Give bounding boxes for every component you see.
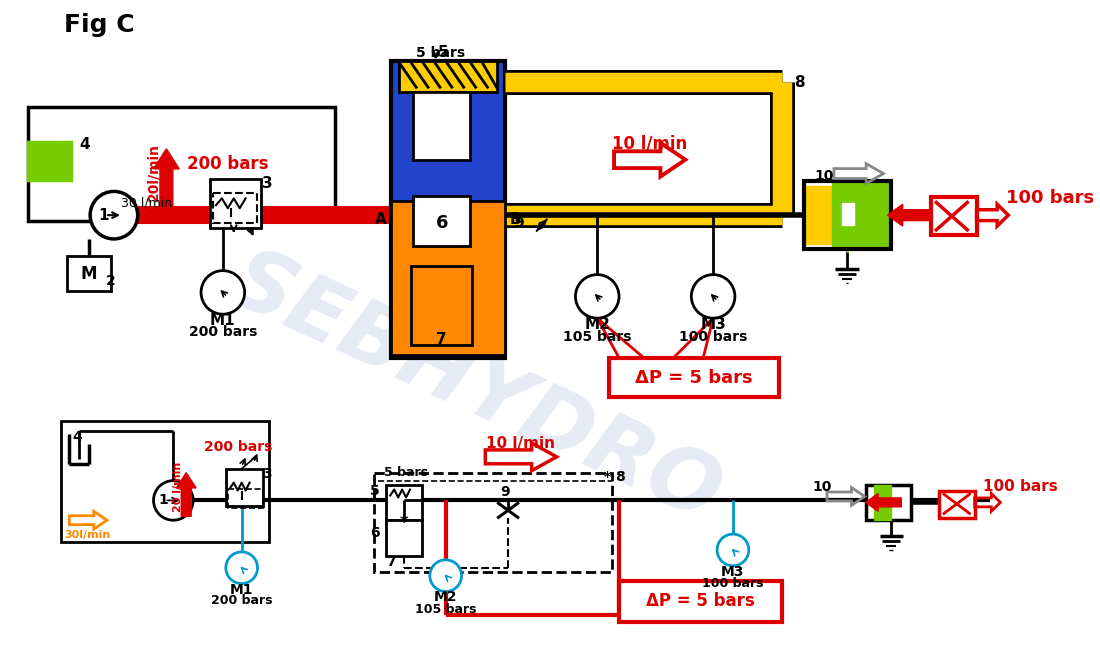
Bar (392, 60, 505, 358)
Text: 8: 8 (794, 75, 805, 90)
Text: ΔP = 5 bars: ΔP = 5 bars (646, 593, 755, 610)
Bar (873, 505, 891, 520)
Bar (411, 296, 472, 320)
Text: 200 bars: 200 bars (204, 440, 272, 454)
Polygon shape (888, 204, 931, 226)
Bar (873, 499, 891, 505)
Text: 6: 6 (436, 214, 448, 232)
Circle shape (201, 271, 244, 314)
Text: 1: 1 (99, 208, 109, 222)
Bar (931, 198, 977, 235)
Text: 3: 3 (263, 466, 272, 480)
Text: 30 l/min: 30 l/min (121, 197, 172, 210)
Bar (28, 108, 334, 221)
Bar (228, 489, 264, 508)
Bar (832, 181, 891, 249)
Text: 200 bars: 200 bars (189, 325, 257, 339)
Circle shape (90, 192, 138, 239)
Text: 10 l/min: 10 l/min (612, 135, 688, 153)
Bar (28, 142, 72, 179)
Bar (412, 92, 471, 160)
Text: 105 bars: 105 bars (563, 330, 631, 344)
Circle shape (154, 480, 194, 520)
Text: M2: M2 (584, 317, 610, 331)
Bar (374, 472, 612, 572)
Bar (421, 265, 462, 320)
Text: M1: M1 (210, 312, 235, 328)
Text: 30l/min: 30l/min (64, 530, 110, 540)
Text: *: * (399, 514, 408, 532)
Text: 4: 4 (79, 137, 90, 153)
Bar (804, 186, 834, 244)
Bar (939, 491, 975, 518)
Bar (62, 421, 270, 542)
Text: 5 bars: 5 bars (416, 46, 465, 60)
Bar (873, 485, 891, 499)
Circle shape (226, 552, 257, 583)
Bar (412, 196, 471, 246)
Text: 200 bars: 200 bars (211, 594, 273, 607)
Text: Fig C: Fig C (65, 13, 135, 37)
Text: B: B (510, 212, 521, 226)
Bar (609, 358, 780, 397)
Bar (399, 60, 497, 92)
Text: 100 bars: 100 bars (679, 330, 747, 344)
Text: 7: 7 (386, 555, 396, 569)
Text: SEBHYDRO: SEBHYDRO (217, 239, 734, 540)
Bar (386, 520, 422, 556)
Polygon shape (176, 472, 196, 516)
Bar (619, 581, 782, 622)
Text: M1: M1 (230, 583, 253, 597)
Text: 4: 4 (73, 430, 82, 444)
Text: 1: 1 (158, 493, 168, 507)
Polygon shape (866, 493, 901, 511)
Bar (842, 204, 854, 225)
Text: 200 bars: 200 bars (187, 155, 268, 173)
Bar (804, 181, 891, 249)
Text: 5 bars: 5 bars (384, 466, 428, 479)
Text: 5: 5 (370, 484, 379, 497)
Text: 7: 7 (437, 333, 447, 347)
Bar (411, 265, 472, 345)
Text: M: M (81, 265, 98, 283)
Circle shape (430, 560, 462, 591)
Text: 10: 10 (813, 480, 832, 493)
Text: 10 l/min: 10 l/min (486, 436, 556, 452)
Text: 6: 6 (370, 526, 379, 540)
Text: 20l/min: 20l/min (146, 142, 161, 200)
Bar (226, 468, 264, 507)
Text: ΔP = 5 bars: ΔP = 5 bars (636, 369, 754, 386)
Bar (213, 194, 256, 223)
Text: 5: 5 (438, 45, 448, 60)
Text: 100 bars: 100 bars (982, 479, 1057, 494)
Circle shape (575, 275, 619, 318)
Bar (392, 202, 505, 355)
Text: 20 l/min: 20 l/min (174, 462, 184, 511)
Bar (386, 485, 422, 520)
Text: 2: 2 (106, 274, 116, 288)
Bar (866, 485, 911, 520)
Circle shape (717, 534, 749, 566)
Text: 100 bars: 100 bars (702, 577, 763, 590)
Text: 9: 9 (500, 485, 510, 499)
Text: 100 bars: 100 bars (1005, 190, 1093, 208)
Text: 9: 9 (514, 216, 524, 230)
Bar (210, 179, 262, 228)
Text: M3: M3 (701, 317, 726, 331)
Bar (67, 256, 111, 292)
Text: A: A (374, 212, 386, 226)
Circle shape (691, 275, 735, 318)
Text: 10: 10 (814, 169, 834, 183)
Text: * 8: * 8 (604, 470, 626, 484)
Text: M2: M2 (433, 591, 458, 605)
Polygon shape (154, 149, 179, 206)
Text: 105 bars: 105 bars (415, 603, 476, 616)
Text: 3: 3 (262, 176, 273, 191)
Text: M3: M3 (722, 564, 745, 579)
